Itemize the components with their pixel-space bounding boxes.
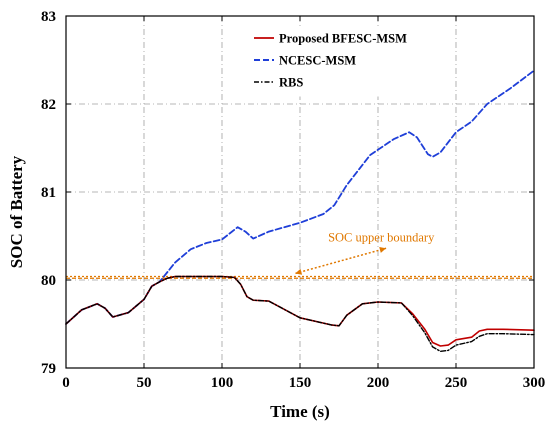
annotation-arrowhead [295,268,303,275]
x-tick-label: 200 [367,375,390,391]
y-tick-label: 83 [41,9,56,25]
tick-labels: 0 50 100 150 200 250 300 79 80 81 82 83 [41,9,545,391]
series-lines [65,69,535,352]
annotations: SOC upper boundary [294,230,435,275]
series-line-dashdot [65,275,535,352]
legend: Proposed BFESC-MSM NCESC-MSM RBS [249,26,407,97]
y-tick-label: 82 [41,97,56,113]
annotation-arrowhead [379,247,387,253]
plot-frame [65,15,535,369]
x-tick-label: 0 [62,375,70,391]
annotation-arrow [294,247,387,275]
legend-label: Proposed BFESC-MSM [279,32,407,46]
annotation-label: SOC upper boundary [328,230,435,244]
reference-lines [66,275,534,279]
y-tick-label: 81 [41,185,56,201]
legend-label: RBS [279,76,303,90]
y-tick-label: 80 [41,273,56,289]
x-tick-label: 100 [211,375,234,391]
x-axis-label: Time (s) [270,402,330,421]
legend-label: NCESC-MSM [279,54,356,68]
grid [66,16,534,368]
y-tick-label: 79 [41,361,56,377]
x-tick-label: 150 [289,375,312,391]
y-axis-label: SOC of Battery [7,155,26,268]
x-tick-label: 50 [137,375,152,391]
x-tick-label: 300 [523,375,546,391]
x-tick-label: 250 [445,375,468,391]
